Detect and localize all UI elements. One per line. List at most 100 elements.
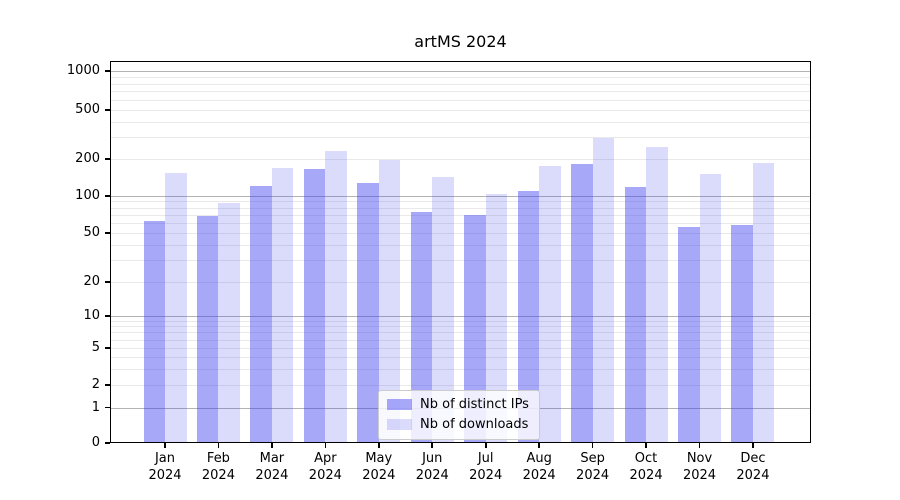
gridline-minor <box>110 214 811 216</box>
y-tick-label: 2 <box>91 377 100 392</box>
gridline-minor <box>110 282 811 283</box>
gridline-minor <box>110 233 811 234</box>
y-tick-label: 500 <box>75 102 100 117</box>
bar-distinct-ips-nov <box>678 226 700 443</box>
x-tick-mark <box>484 443 487 448</box>
gridline-minor <box>110 91 811 93</box>
y-tick-mark <box>105 442 110 444</box>
bar-distinct-ips-sep <box>571 163 593 443</box>
bar-downloads-may <box>378 159 401 443</box>
bar-downloads-aug <box>539 165 561 443</box>
bar-distinct-ips-apr <box>303 169 326 443</box>
bar-downloads-jul <box>485 194 508 443</box>
bar-downloads-jan <box>165 172 187 443</box>
bar-distinct-ips-mar <box>250 186 272 443</box>
gridline-major <box>110 316 811 317</box>
x-tick-mark <box>431 443 434 448</box>
bar-distinct-ips-feb <box>196 215 219 443</box>
y-tick-label: 10 <box>83 308 100 323</box>
bar-distinct-ips-may <box>357 182 379 443</box>
bar-distinct-ips-oct <box>624 186 647 443</box>
x-tick-mark <box>538 443 540 448</box>
gridline-minor <box>110 110 811 111</box>
gridline-minor <box>110 260 811 262</box>
x-tick-label-aug: Aug 2024 <box>522 451 556 483</box>
y-tick-label: 1000 <box>66 63 100 78</box>
y-tick-label: 200 <box>75 151 100 166</box>
x-tick-mark <box>324 443 327 448</box>
y-tick-mark <box>105 406 110 409</box>
legend-label-downloads: Nb of downloads <box>420 417 529 432</box>
gridline-minor <box>110 201 811 203</box>
x-tick-label-feb: Feb 2024 <box>201 451 235 483</box>
chart-title: artMS 2024 <box>414 32 507 51</box>
x-tick-mark <box>377 443 380 448</box>
y-tick-label: 5 <box>91 340 100 355</box>
y-tick-mark <box>105 70 110 72</box>
y-tick-mark <box>105 109 110 111</box>
y-tick-mark <box>105 347 110 349</box>
gridline-minor <box>110 223 811 225</box>
y-tick-label: 0 <box>91 435 100 450</box>
y-tick-mark <box>105 315 110 317</box>
gridline-minor <box>110 121 811 123</box>
y-tick-mark <box>105 158 110 160</box>
x-tick-label-jan: Jan 2024 <box>148 451 182 483</box>
gridline-minor <box>110 207 811 209</box>
gridline-minor <box>110 332 811 334</box>
y-tick-mark <box>105 281 110 283</box>
bar-distinct-ips-jul <box>464 214 486 443</box>
bar-distinct-ips-dec <box>731 225 753 443</box>
y-tick-mark <box>105 194 110 197</box>
x-tick-label-dec: Dec 2024 <box>736 451 770 483</box>
bar-downloads-dec <box>752 162 775 443</box>
x-tick-mark <box>698 443 701 448</box>
legend-label-distinct-ips: Nb of distinct IPs <box>420 397 529 412</box>
x-tick-label-jul: Jul 2024 <box>469 451 503 483</box>
bar-downloads-oct <box>646 147 668 443</box>
gridline-minor <box>110 76 811 78</box>
plot-area: Nb of distinct IPs Nb of downloads <box>110 61 811 443</box>
gridline-minor <box>110 385 811 386</box>
bar-downloads-apr <box>325 151 347 443</box>
y-tick-label: 50 <box>83 225 100 240</box>
x-tick-mark <box>752 443 754 448</box>
bar-distinct-ips-aug <box>517 191 540 443</box>
grid-layer <box>110 61 811 443</box>
gridline-major <box>110 71 811 72</box>
x-tick-mark <box>645 443 647 448</box>
gridline-minor <box>110 326 811 328</box>
y-tick-label: 100 <box>75 187 100 203</box>
bar-distinct-ips-jan <box>143 221 165 443</box>
legend-swatch-distinct-ips <box>387 399 412 410</box>
x-tick-label-oct: Oct 2024 <box>629 451 663 483</box>
bar-downloads-feb <box>218 202 240 443</box>
y-tick-mark <box>105 384 110 386</box>
x-tick-label-sep: Sep 2024 <box>576 451 610 483</box>
x-tick-mark <box>217 443 220 448</box>
x-tick-label-mar: Mar 2024 <box>255 451 289 483</box>
gridline-minor <box>110 348 811 349</box>
gridline-minor <box>110 159 811 160</box>
gridline-minor <box>110 339 811 341</box>
gridline-minor <box>110 99 811 101</box>
y-tick-mark <box>105 232 110 234</box>
x-tick-label-may: May 2024 <box>362 451 396 483</box>
x-tick-label-apr: Apr 2024 <box>308 451 342 483</box>
gridline-minor <box>110 368 811 370</box>
y-tick-label: 20 <box>83 274 100 289</box>
legend-swatch-downloads <box>387 419 412 430</box>
bar-downloads-mar <box>271 167 294 443</box>
x-tick-mark <box>591 443 594 448</box>
legend-item-downloads: Nb of downloads <box>387 417 529 432</box>
x-tick-mark <box>164 443 166 448</box>
x-tick-label-jun: Jun 2024 <box>415 451 449 483</box>
bar-distinct-ips-jun <box>410 211 433 443</box>
legend-item-distinct-ips: Nb of distinct IPs <box>387 397 529 412</box>
bar-downloads-nov <box>699 173 721 443</box>
gridline-major <box>110 195 811 197</box>
bar-downloads-jun <box>432 177 454 443</box>
gridline-minor <box>110 83 811 85</box>
gridline-minor <box>110 320 811 322</box>
